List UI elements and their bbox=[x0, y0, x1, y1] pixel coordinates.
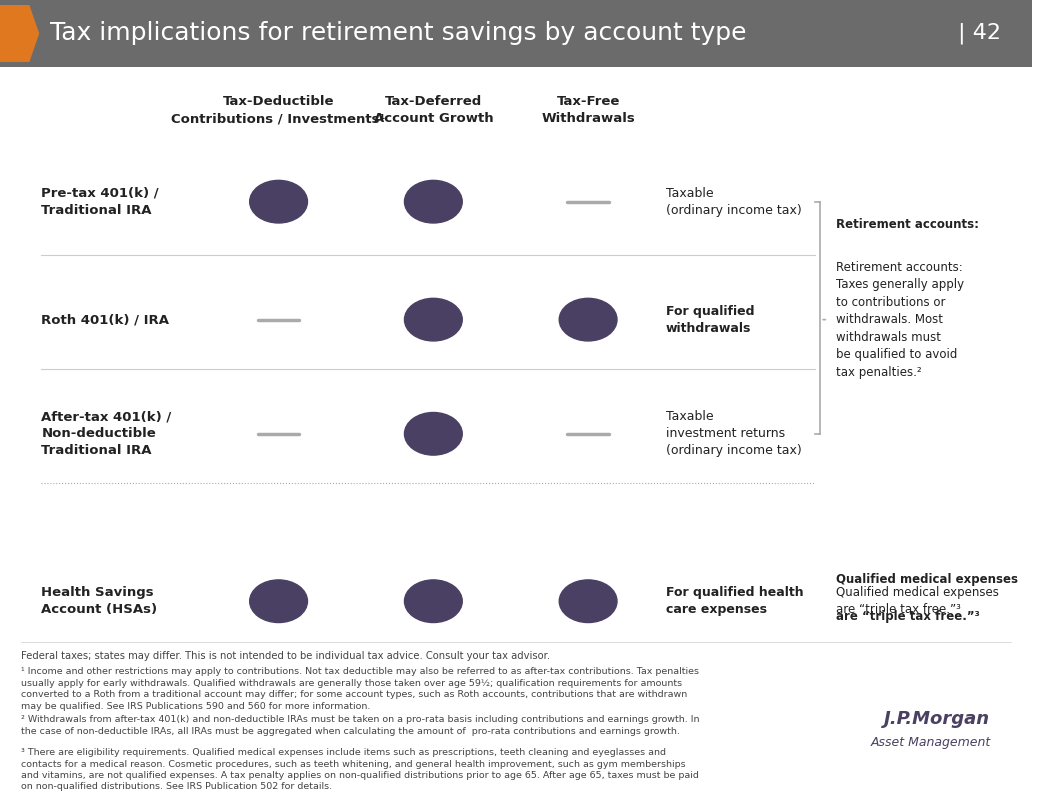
Text: Qualified medical expenses: Qualified medical expenses bbox=[836, 573, 1018, 587]
Text: Asset Management: Asset Management bbox=[871, 735, 990, 749]
Circle shape bbox=[404, 180, 462, 223]
Circle shape bbox=[250, 180, 308, 223]
Text: ³ There are eligibility requirements. Qualified medical expenses include items s: ³ There are eligibility requirements. Qu… bbox=[21, 748, 698, 792]
Text: After-tax 401(k) /
Non-deductible
Traditional IRA: After-tax 401(k) / Non-deductible Tradit… bbox=[41, 410, 171, 457]
Text: Tax-Deferred
Account Growth: Tax-Deferred Account Growth bbox=[373, 95, 493, 125]
Circle shape bbox=[404, 299, 462, 341]
Text: Tax-Deductible
Contributions / Investments¹: Tax-Deductible Contributions / Investmen… bbox=[171, 95, 386, 125]
Text: Taxable
investment returns
(ordinary income tax): Taxable investment returns (ordinary inc… bbox=[665, 410, 801, 457]
Text: are “triple tax free.”³: are “triple tax free.”³ bbox=[836, 610, 980, 623]
Text: | 42: | 42 bbox=[957, 23, 1001, 44]
Text: Qualified medical expenses
are “triple tax free.”³: Qualified medical expenses are “triple t… bbox=[836, 586, 999, 616]
Circle shape bbox=[560, 580, 617, 622]
Circle shape bbox=[250, 580, 308, 622]
FancyBboxPatch shape bbox=[0, 0, 1032, 67]
Text: For qualified
withdrawals: For qualified withdrawals bbox=[665, 305, 754, 334]
Text: Federal taxes; states may differ. This is not intended to be individual tax advi: Federal taxes; states may differ. This i… bbox=[21, 651, 550, 661]
Text: Tax-Free
Withdrawals: Tax-Free Withdrawals bbox=[542, 95, 635, 125]
Circle shape bbox=[404, 413, 462, 455]
Polygon shape bbox=[0, 5, 39, 62]
Text: Taxable
(ordinary income tax): Taxable (ordinary income tax) bbox=[665, 187, 801, 217]
Text: J.P.Morgan: J.P.Morgan bbox=[884, 710, 990, 728]
Text: Health Savings
Account (HSAs): Health Savings Account (HSAs) bbox=[41, 586, 158, 616]
Text: Retirement accounts:: Retirement accounts: bbox=[836, 218, 979, 231]
Text: Tax implications for retirement savings by account type: Tax implications for retirement savings … bbox=[50, 21, 746, 45]
Text: ² Withdrawals from after-tax 401(k) and non-deductible IRAs must be taken on a p: ² Withdrawals from after-tax 401(k) and … bbox=[21, 715, 699, 736]
Text: For qualified health
care expenses: For qualified health care expenses bbox=[665, 586, 803, 616]
Text: Retirement accounts:
Taxes generally apply
to contributions or
withdrawals. Most: Retirement accounts: Taxes generally app… bbox=[836, 260, 964, 379]
Circle shape bbox=[560, 299, 617, 341]
Text: Pre-tax 401(k) /
Traditional IRA: Pre-tax 401(k) / Traditional IRA bbox=[41, 187, 159, 217]
Text: ¹ Income and other restrictions may apply to contributions. Not tax deductible m: ¹ Income and other restrictions may appl… bbox=[21, 668, 698, 711]
Text: Roth 401(k) / IRA: Roth 401(k) / IRA bbox=[41, 313, 169, 326]
Circle shape bbox=[404, 580, 462, 622]
